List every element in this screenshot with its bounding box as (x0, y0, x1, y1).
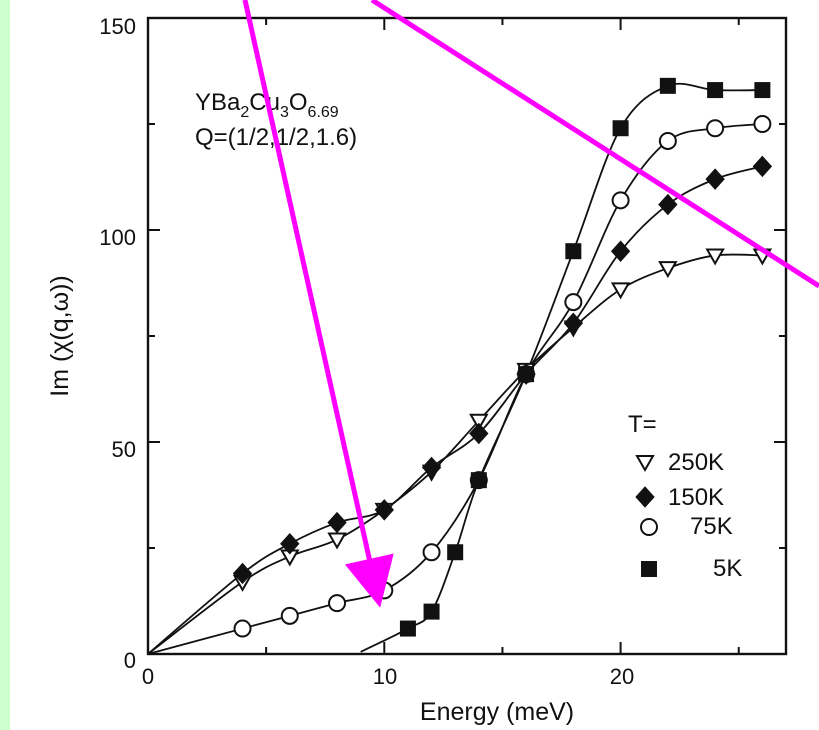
data-point-5k (447, 544, 464, 561)
data-point-150k (469, 422, 489, 445)
data-point-5k (423, 603, 440, 620)
formula-subscript-3: 3 (280, 104, 289, 121)
legend-label-5k: 5K (713, 555, 742, 582)
legend-marker-5k (641, 561, 657, 577)
x-tick-label-20: 20 (610, 664, 634, 689)
data-point-150k (752, 155, 773, 178)
data-point-5k (612, 120, 629, 137)
formula-subscript-2: 2 (240, 104, 249, 121)
legend-marker-150k (635, 486, 655, 508)
data-point-250k (705, 248, 725, 266)
data-point-5k (518, 366, 535, 383)
data-point-75k (564, 293, 583, 312)
chart-panel (10, 0, 819, 730)
y-tick-label-150: 150 (99, 14, 136, 39)
legend-label-150k: 150K (668, 484, 724, 511)
legend-label-250k: 250K (668, 449, 724, 476)
data-point-5k (399, 620, 416, 637)
data-point-75k (753, 115, 772, 133)
data-point-150k (280, 533, 300, 555)
data-point-150k (610, 240, 631, 262)
data-point-75k (658, 131, 677, 150)
magenta-arrow (242, 0, 394, 608)
data-point-75k (706, 119, 725, 138)
data-point-5k (470, 472, 487, 489)
data-point-75k (233, 619, 252, 638)
data-point-150k (658, 193, 678, 216)
data-point-150k (327, 511, 347, 534)
legend-marker-250k (635, 455, 655, 473)
data-point-75k (280, 606, 299, 625)
data-point-5k (707, 82, 724, 99)
data-point-150k (421, 456, 442, 479)
x-axis-label: Energy (meV) (420, 698, 574, 726)
formula-part-yba: YBa (195, 89, 241, 116)
formula-subscript-669: 6.69 (308, 104, 339, 121)
data-point-5k (659, 77, 676, 94)
legend-title: T= (628, 411, 657, 438)
data-point-75k (422, 543, 441, 562)
data-point-150k (232, 562, 253, 585)
y-tick-label-100: 100 (99, 225, 136, 250)
data-point-150k (563, 312, 584, 335)
curve-5k (360, 82, 763, 653)
data-point-250k (327, 532, 347, 550)
tick-marks (147, 17, 786, 655)
data-point-75k (328, 594, 347, 613)
legend-marker-75k (640, 518, 658, 536)
data-point-250k (658, 261, 678, 279)
y-axis-label: Im (χ(q,ω)) (46, 275, 74, 397)
data-point-150k (705, 168, 725, 190)
data-point-75k (611, 191, 630, 210)
data-point-5k (565, 243, 582, 260)
x-tick-label-10: 10 (373, 664, 397, 689)
data-point-250k (610, 282, 631, 300)
series-markers (232, 77, 773, 638)
y-tick-label-0: 0 (124, 648, 136, 673)
y-tick-label-50: 50 (112, 437, 136, 462)
data-point-5k (754, 82, 771, 99)
legend: T= 250K 150K 75K 5K (628, 411, 742, 582)
data-point-150k (374, 499, 394, 521)
legend-label-75k: 75K (690, 513, 733, 540)
formula-part-o: O (289, 89, 308, 116)
magenta-line (370, 0, 819, 289)
legend-markers (635, 455, 658, 577)
data-point-250k (469, 413, 489, 431)
x-tick-label-0: 0 (142, 664, 154, 689)
